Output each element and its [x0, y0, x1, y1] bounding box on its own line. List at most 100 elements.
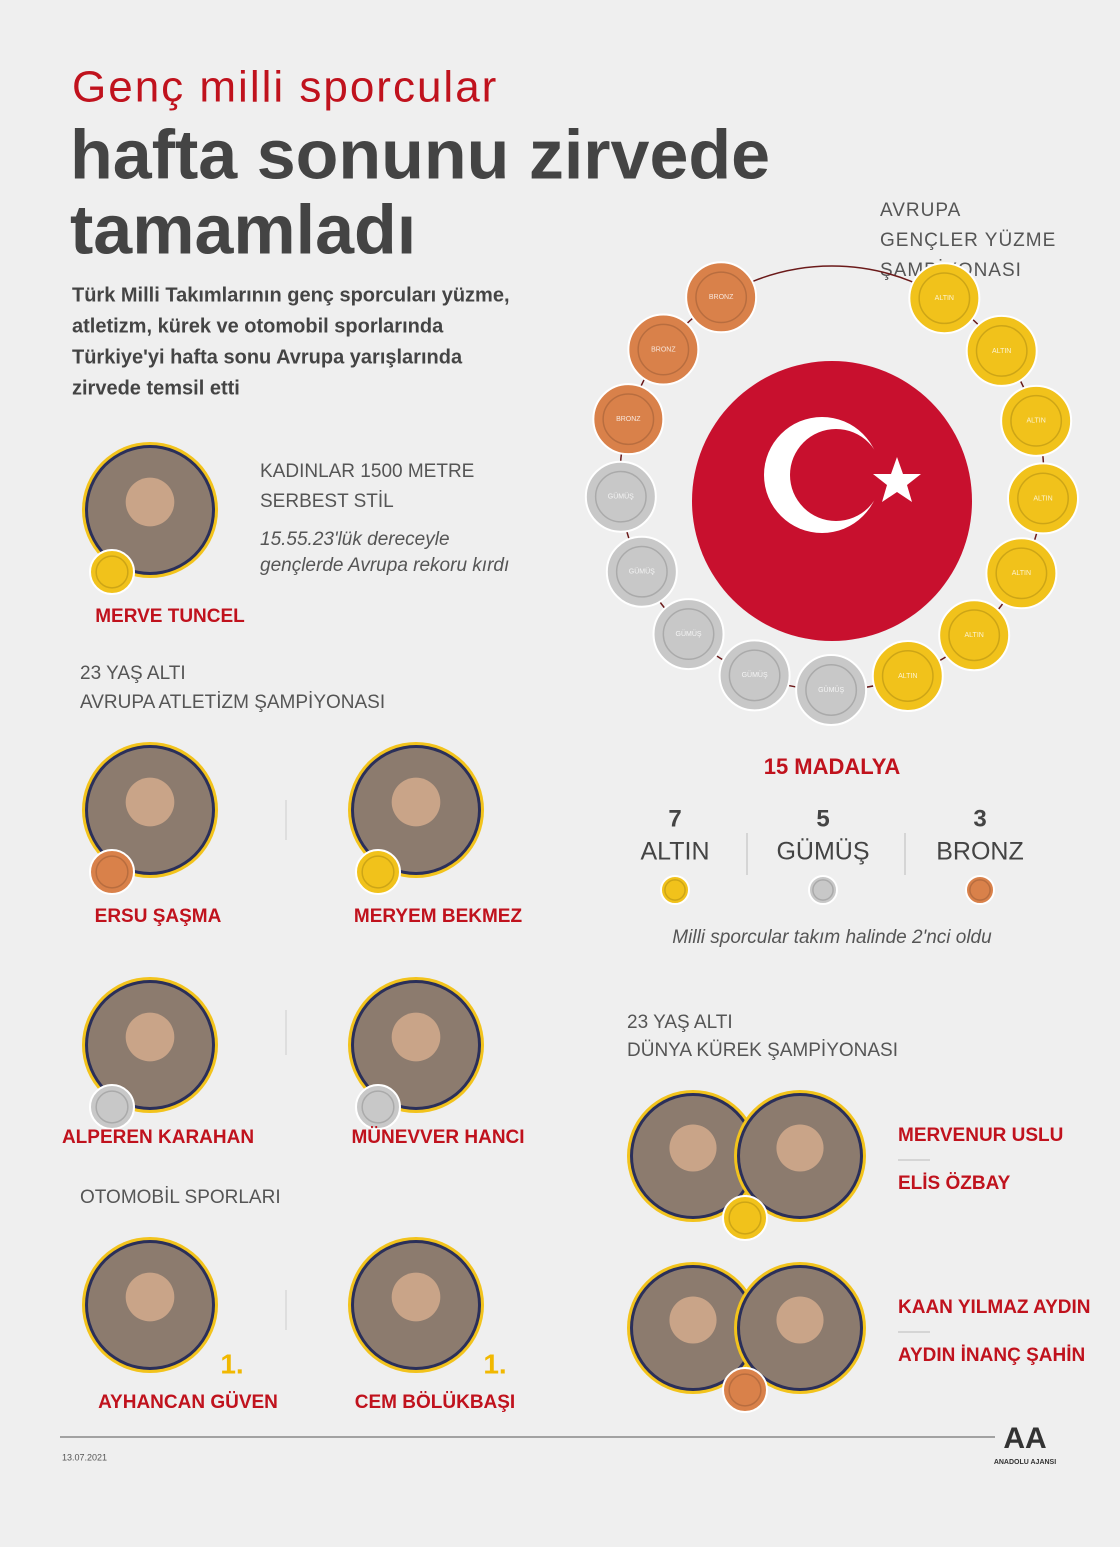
athlete-name: ALPEREN KARAHAN — [62, 1127, 254, 1148]
medal-coin — [722, 1195, 768, 1241]
section-title: OTOMOBİL SPORLARI — [80, 1187, 281, 1208]
intro-line: Türkiye'yi hafta sonu Avrupa yarışlarınd… — [72, 346, 463, 368]
medal-inner — [664, 879, 686, 901]
medal-coin — [592, 383, 665, 456]
coin-text: GÜMÜŞ — [676, 630, 702, 638]
intro-line: Türk Milli Takımlarının genç sporcuları … — [72, 284, 510, 306]
medal-inner — [728, 649, 781, 702]
athlete-name: ERSU ŞAŞMA — [95, 906, 222, 927]
coin-text: ALTIN — [898, 673, 917, 680]
intro-line: atletizm, kürek ve otomobil sporlarında — [72, 315, 444, 337]
swim-title: GENÇLER YÜZME — [880, 230, 1056, 251]
medal-coin — [808, 875, 838, 905]
kicker: Genç milli sporcular — [72, 63, 498, 112]
medal-inner — [805, 664, 858, 716]
event-line: SERBEST STİL — [260, 491, 394, 512]
coin-text: ALTIN — [965, 632, 984, 639]
medal-coin — [938, 599, 1011, 672]
flag-star — [873, 457, 921, 502]
medal-label: ALTIN — [641, 838, 710, 866]
medal-inner — [728, 1373, 762, 1407]
medal-label: BRONZ — [936, 838, 1024, 866]
medal-coin — [89, 849, 135, 895]
medal-coin — [627, 313, 700, 386]
athlete-name: MERVE TUNCEL — [95, 606, 245, 627]
medal-inner — [594, 470, 647, 523]
rank: 1. — [220, 1348, 243, 1379]
medal-inner — [812, 879, 834, 901]
flag-crescent-cut — [790, 429, 882, 521]
photo-face — [776, 1296, 824, 1344]
footer-date: 13.07.2021 — [62, 1452, 107, 1462]
coin-text: ALTIN — [935, 295, 954, 302]
coin-text: ALTIN — [992, 348, 1011, 355]
athlete-name: MÜNEVVER HANCI — [351, 1127, 524, 1148]
medal-inner — [95, 1090, 129, 1124]
athlete-name: ELİS ÖZBAY — [898, 1173, 1011, 1194]
medal-total: 15 MADALYA — [764, 754, 901, 779]
medal-inner — [728, 1201, 762, 1235]
section-title: 23 YAŞ ALTI — [627, 1012, 733, 1033]
medal-inner — [361, 1090, 395, 1124]
coin-text: GÜMÜŞ — [608, 493, 634, 501]
photo-face — [669, 1296, 717, 1344]
medal-coin — [795, 653, 868, 726]
coin-text: BRONZ — [651, 346, 676, 353]
medal-coin — [355, 849, 401, 895]
medal-coin — [605, 535, 678, 608]
medal-coin — [1000, 384, 1073, 457]
medal-inner — [695, 271, 748, 324]
medal-inner — [615, 545, 668, 598]
intro-line: zirvede temsil etti — [72, 377, 240, 399]
swim-title: AVRUPA — [880, 200, 961, 221]
medal-inner — [662, 608, 715, 661]
medal-inner — [361, 855, 395, 889]
medal-inner — [95, 855, 129, 889]
medal-inner — [948, 609, 1001, 662]
medal-coin — [871, 639, 944, 712]
photo-face — [125, 1272, 175, 1322]
medal-coin — [652, 598, 725, 671]
medal-coin — [718, 639, 791, 712]
medal-inner — [602, 393, 655, 446]
medal-count: 3 — [973, 805, 986, 832]
medal-coin — [89, 549, 135, 595]
note-line: 15.55.23'lük dereceyle — [260, 529, 450, 550]
athlete-name: AYDIN İNANÇ ŞAHİN — [898, 1345, 1085, 1366]
medal-coin — [965, 875, 995, 905]
coin-text: GÜMÜŞ — [742, 671, 768, 679]
medal-coin — [660, 875, 690, 905]
photo-face — [391, 1272, 441, 1322]
medal-coin — [908, 262, 981, 335]
medal-coin — [685, 261, 758, 334]
athlete-name: CEM BÖLÜKBAŞI — [355, 1392, 515, 1413]
photo-face — [125, 1012, 175, 1062]
section-title: 23 YAŞ ALTI — [80, 663, 186, 684]
coin-text: ALTIN — [1033, 495, 1052, 502]
medal-note: Milli sporcular takım halinde 2'nci oldu — [672, 927, 992, 948]
photo-face — [125, 477, 175, 527]
athlete-name: AYHANCAN GÜVEN — [98, 1392, 278, 1413]
event-line: KADINLAR 1500 METRE — [260, 461, 474, 482]
photo-face — [391, 777, 441, 827]
title-line: tamamladı — [70, 190, 416, 268]
medal-inner — [918, 272, 971, 325]
medal-inner — [637, 323, 690, 376]
medal-coin — [355, 1084, 401, 1130]
medal-coin — [1007, 462, 1080, 535]
medal-inner — [881, 650, 934, 702]
logo-text: ANADOLU AJANSI — [994, 1459, 1056, 1466]
medal-coin — [89, 1084, 135, 1130]
athlete-name: MERVENUR USLU — [898, 1125, 1063, 1146]
medal-coin — [985, 537, 1058, 610]
medal-inner — [969, 879, 991, 901]
medal-coin — [965, 314, 1038, 387]
athlete-name: MERYEM BEKMEZ — [354, 906, 523, 927]
medal-inner — [975, 324, 1028, 377]
photo-face — [391, 1012, 441, 1062]
section-title: DÜNYA KÜREK ŞAMPİYONASI — [627, 1040, 898, 1061]
medal-inner — [995, 547, 1048, 600]
athlete-name: KAAN YILMAZ AYDIN — [898, 1297, 1090, 1318]
